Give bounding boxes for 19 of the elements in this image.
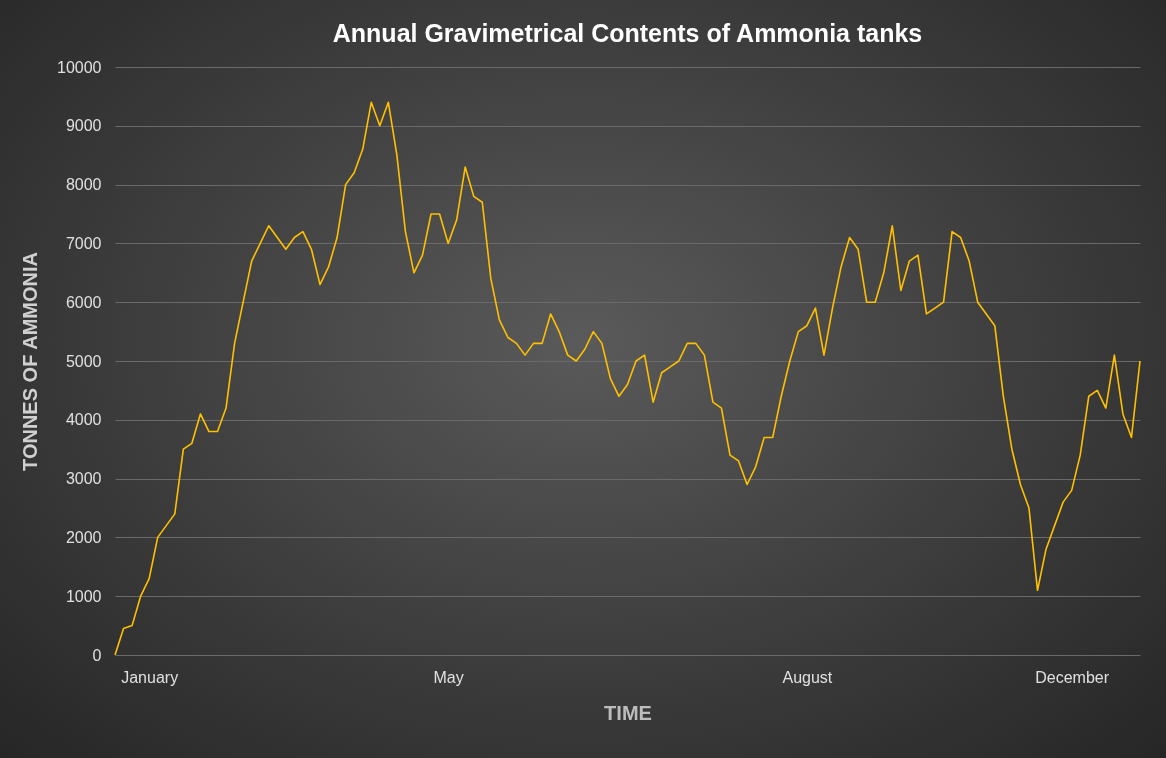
y-tick-label: 1000	[65, 587, 102, 605]
y-tick-label: 10000	[57, 58, 102, 76]
x-tick-label: December	[1035, 668, 1110, 686]
x-tick-label: January	[121, 668, 179, 686]
chart-title: Annual Gravimetrical Contents of Ammonia tanks	[332, 19, 923, 47]
y-tick-label: 2000	[65, 528, 102, 546]
y-tick-label: 9000	[65, 117, 102, 135]
x-tick-label: May	[433, 668, 464, 686]
y-tick-label: 4000	[65, 411, 102, 429]
y-tick-label: 3000	[65, 470, 102, 488]
y-tick-label: 7000	[65, 234, 102, 252]
x-tick-label: August	[782, 668, 833, 686]
y-tick-label: 5000	[65, 352, 102, 370]
y-tick-label: 6000	[65, 293, 102, 311]
y-tick-label: 0	[92, 646, 102, 664]
y-tick-label: 8000	[65, 176, 102, 194]
line-series	[114, 101, 1141, 656]
y-axis-title: TONNES OF AMMONIA	[19, 252, 42, 471]
x-axis-title: TIME	[604, 701, 652, 724]
